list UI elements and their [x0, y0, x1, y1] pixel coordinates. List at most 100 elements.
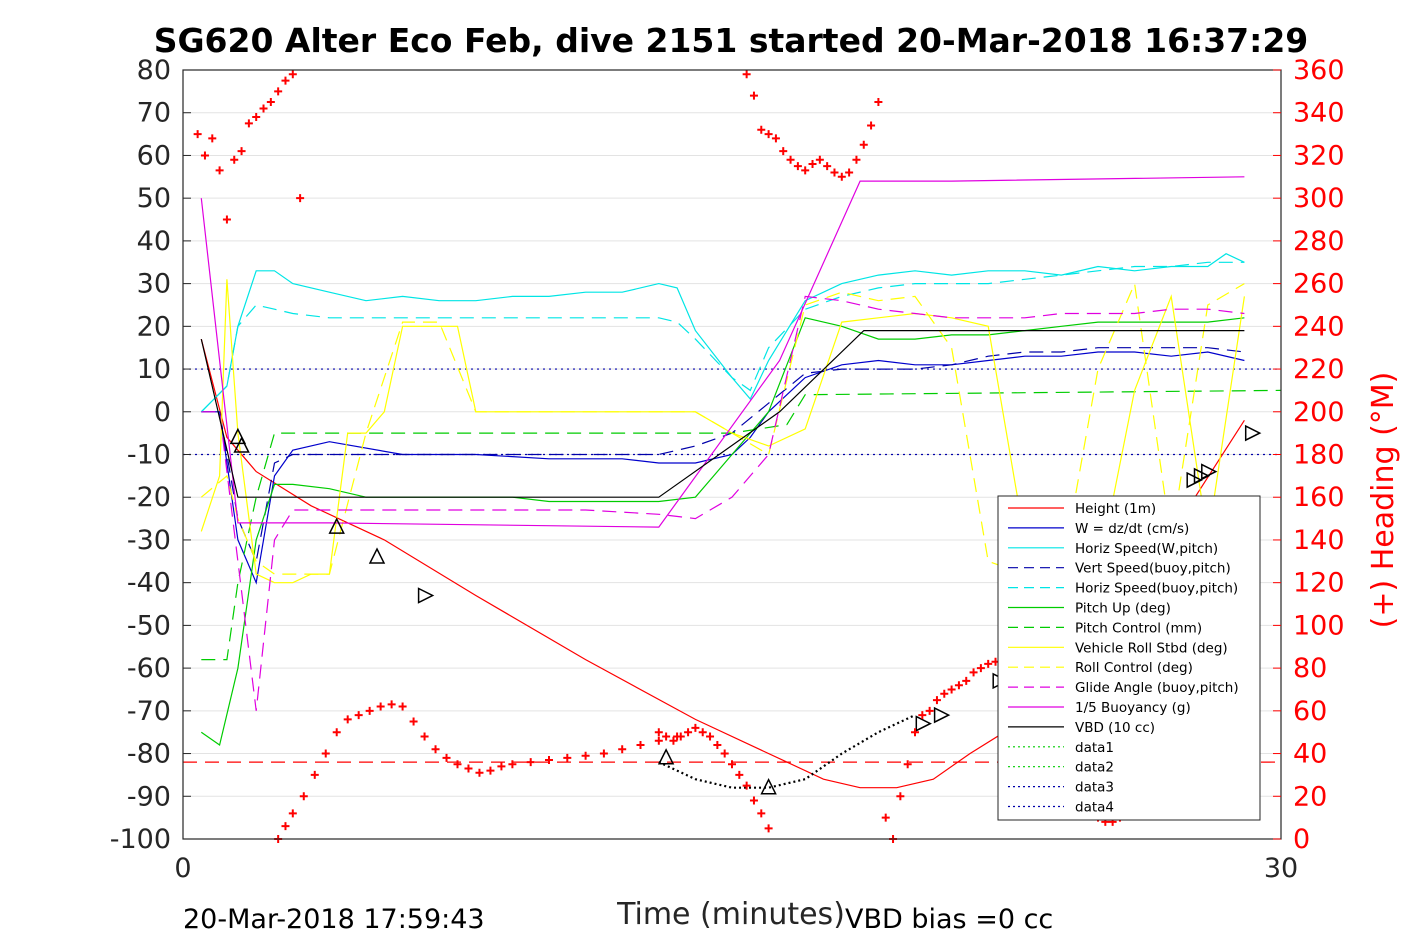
y-right-tick-label: 360: [1293, 55, 1345, 86]
y-right-tick-label: 160: [1293, 482, 1345, 513]
legend-box: [997, 495, 1261, 821]
x-tick-label: 30: [1264, 853, 1298, 884]
legend-label: Vert Speed(buoy,pitch): [1075, 561, 1231, 577]
heading-point: [563, 753, 572, 762]
triangle-marker: [933, 706, 951, 724]
y-right-tick-label: 180: [1293, 440, 1345, 471]
triangle-marker: [368, 547, 386, 564]
legend-label: 1/5 Buoyancy (g): [1075, 700, 1191, 716]
footer-vbd-bias: VBD bias =0 cc: [845, 904, 1053, 935]
right-axis: 3603403203002802602402202001801601401201…: [1273, 55, 1345, 855]
heading-point: [713, 741, 722, 750]
y-right-tick-label: 20: [1293, 781, 1327, 812]
heading-point: [453, 760, 462, 769]
heading-point: [281, 822, 290, 831]
heading-point: [954, 681, 963, 690]
heading-point: [266, 98, 275, 107]
heading-point: [398, 702, 407, 711]
heading-point: [431, 745, 440, 754]
heading-point: [409, 717, 418, 726]
y-tick-label: -80: [127, 739, 171, 770]
y-tick-label: 50: [137, 183, 171, 214]
series-line: [200, 261, 1245, 413]
x-axis: 0 30: [174, 831, 1298, 884]
y-tick-label: 30: [137, 269, 171, 300]
heading-point: [193, 130, 202, 139]
triangle-marker: [233, 436, 250, 453]
heading-point: [742, 781, 751, 790]
heading-point: [874, 98, 883, 107]
heading-point: [526, 758, 535, 767]
heading-point: [354, 711, 363, 720]
legend-label: Roll Control (deg): [1075, 660, 1193, 676]
series-line: [201, 347, 1245, 564]
heading-point: [837, 172, 846, 181]
heading-point: [947, 685, 956, 694]
x-axis-label: Time (minutes): [616, 897, 845, 932]
chart-title: SG620 Alter Eco Feb, dive 2151 started 2…: [154, 21, 1309, 60]
heading-point: [815, 155, 824, 164]
heading-point: [779, 147, 788, 156]
heading-point: [636, 741, 645, 750]
triangle-marker: [229, 427, 247, 445]
heading-point: [508, 760, 517, 769]
y-right-tick-label: 260: [1293, 269, 1345, 300]
heading-point: [288, 809, 297, 818]
series-line: [200, 281, 1245, 575]
y-tick-label: -20: [127, 482, 171, 513]
y-right-tick-label: 120: [1293, 568, 1345, 599]
heading-point: [859, 140, 868, 149]
x-tick-label: 0: [174, 853, 191, 884]
heading-point: [881, 813, 890, 822]
y-tick-label: 70: [137, 98, 171, 129]
heading-point: [581, 751, 590, 760]
heading-point: [852, 155, 861, 164]
heading-point: [918, 711, 927, 720]
heading-point: [757, 125, 766, 134]
legend-label: VBD (10 cc): [1075, 720, 1155, 736]
series-line: [201, 351, 1245, 585]
legend-label: Horiz Speed(buoy,pitch): [1075, 581, 1238, 597]
y-right-tick-label: 140: [1293, 525, 1345, 556]
heading-point: [728, 760, 736, 769]
heading-point: [310, 770, 319, 779]
heading-point: [332, 728, 341, 737]
heading-point: [720, 749, 729, 758]
legend-label: data2: [1075, 760, 1114, 776]
series-line: [200, 176, 1245, 528]
legend-label: Pitch Up (deg): [1075, 601, 1171, 617]
heading-point: [252, 112, 261, 121]
triangle-marker: [1201, 463, 1218, 480]
y-right-tick-label: 240: [1293, 311, 1345, 342]
heading-point: [618, 745, 627, 754]
y-right-tick-label: 300: [1293, 183, 1345, 214]
triangle-marker: [915, 715, 932, 732]
heading-point: [464, 764, 473, 773]
heading-point: [903, 760, 912, 769]
legend-label: data1: [1075, 740, 1114, 756]
heading-point: [281, 76, 290, 85]
legend-label: Vehicle Roll Stbd (deg): [1075, 640, 1228, 656]
legend-label: data4: [1075, 800, 1114, 816]
y-tick-label: -90: [127, 781, 171, 812]
heading-point: [475, 768, 484, 777]
heading-point: [662, 732, 671, 741]
heading-point: [237, 147, 246, 156]
y-tick-label: -40: [127, 568, 171, 599]
heading-point: [497, 762, 506, 771]
y-right-tick-label: 100: [1293, 610, 1345, 641]
heading-point: [845, 168, 854, 177]
heading-point: [808, 159, 817, 168]
heading-point: [749, 796, 758, 805]
series-line: [200, 330, 1245, 498]
heading-point: [706, 732, 715, 741]
triangle-marker: [417, 587, 435, 604]
legend-label: Pitch Control (mm): [1075, 620, 1202, 636]
heading-point: [735, 770, 744, 779]
heading-point: [343, 715, 352, 724]
heading-point: [742, 70, 751, 79]
heading-point: [764, 824, 773, 833]
heading-point: [365, 706, 374, 715]
heading-point: [274, 87, 283, 96]
heading-point: [684, 728, 693, 737]
